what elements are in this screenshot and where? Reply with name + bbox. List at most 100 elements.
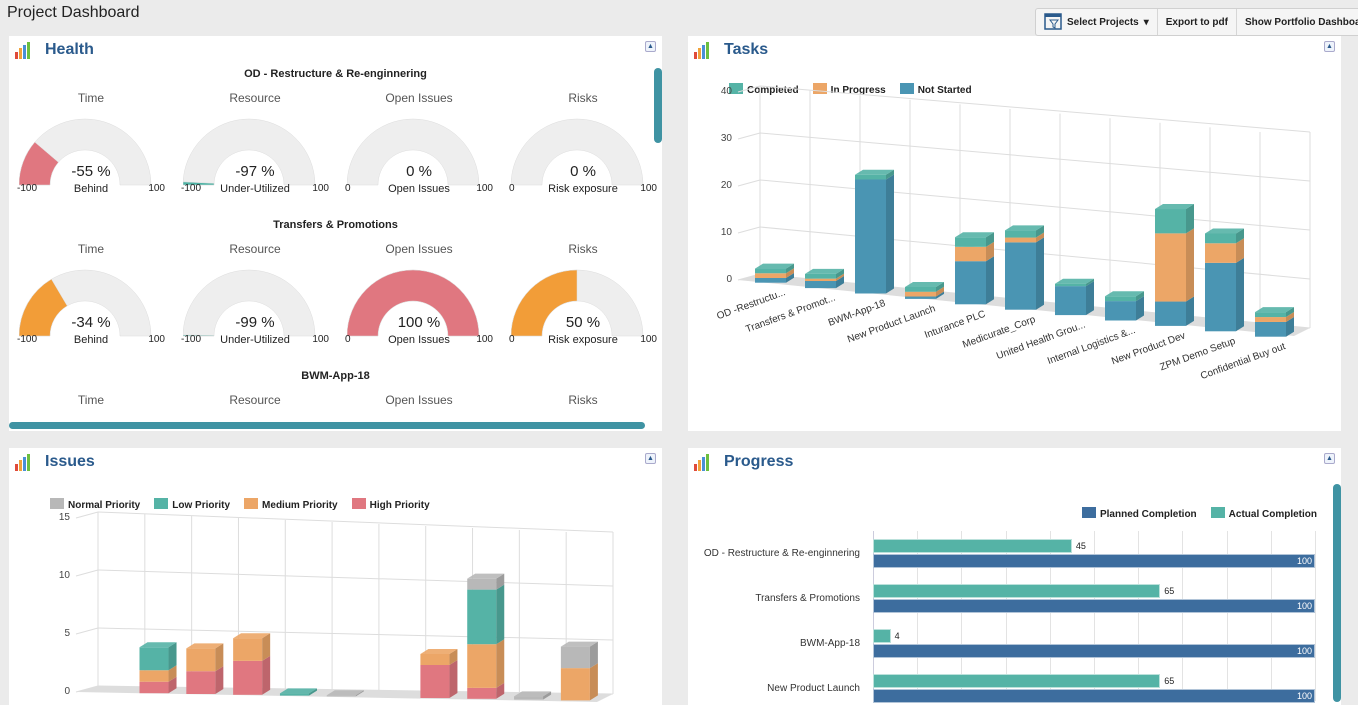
bar-segment[interactable] (1005, 242, 1036, 310)
bar-segment[interactable] (1005, 230, 1036, 238)
bar-segment[interactable] (905, 296, 936, 299)
select-projects-button[interactable]: Select Projects ▾ (1036, 9, 1158, 35)
tasks-panel: Tasks ▲ Completed In Progress Not Started … (688, 36, 1341, 431)
actual-bar[interactable] (873, 674, 1161, 688)
bar-segment[interactable] (467, 578, 497, 590)
bar-segment[interactable] (420, 665, 450, 698)
bar-segment[interactable] (420, 654, 450, 665)
bar-segment[interactable] (855, 174, 886, 180)
legend-item[interactable]: Normal Priority (50, 498, 140, 511)
gauge-min: 0 (509, 334, 515, 345)
planned-bar[interactable] (873, 599, 1315, 613)
bar-segment[interactable] (186, 648, 216, 672)
legend-label: Planned Completion (1099, 509, 1197, 520)
gauge-min: -100 (181, 183, 202, 194)
collapse-button[interactable]: ▲ (645, 41, 656, 52)
bar-segment[interactable] (560, 646, 590, 669)
bar-side (1136, 291, 1144, 302)
legend-item[interactable]: Low Priority (154, 498, 230, 511)
legend-item[interactable]: Completed (729, 83, 799, 96)
bar-segment[interactable] (233, 638, 263, 661)
bar-segment[interactable] (326, 695, 356, 697)
bar-segment[interactable] (467, 589, 497, 645)
bar-segment[interactable] (1005, 237, 1036, 243)
bar-segment[interactable] (139, 670, 169, 682)
bar-segment[interactable] (1105, 296, 1136, 302)
legend-item[interactable]: High Priority (351, 498, 430, 511)
horizontal-scrollbar[interactable] (9, 422, 645, 429)
actual-bar[interactable] (873, 584, 1161, 598)
bar-segment[interactable] (805, 273, 836, 279)
bar-segment[interactable] (139, 681, 169, 694)
gauge-caption: Behind (73, 334, 109, 346)
bar-segment[interactable] (855, 179, 886, 294)
bar-segment[interactable] (1205, 262, 1236, 332)
bar-side (496, 639, 505, 688)
bar-segment[interactable] (955, 246, 986, 262)
actual-bar[interactable] (873, 539, 1072, 553)
bar-segment[interactable] (755, 268, 786, 274)
bar-segment[interactable] (755, 273, 786, 278)
legend-swatch (899, 83, 914, 94)
legend-item[interactable]: Medium Priority (244, 498, 338, 511)
vertical-scrollbar[interactable] (1333, 484, 1341, 702)
bar-segment[interactable] (1155, 209, 1186, 234)
bar-segment[interactable] (805, 278, 836, 282)
bar-segment[interactable] (955, 237, 986, 247)
bar-segment[interactable] (955, 261, 986, 305)
bar-chart-icon (15, 454, 30, 471)
planned-bar[interactable] (873, 554, 1315, 568)
bar-segment[interactable] (1255, 312, 1286, 318)
collapse-button[interactable]: ▲ (645, 453, 656, 464)
planned-value: 100 (1297, 601, 1313, 611)
bar-segment[interactable] (279, 693, 309, 696)
bar-top (1105, 291, 1144, 297)
vertical-scrollbar[interactable] (654, 68, 662, 143)
bar-segment[interactable] (1205, 233, 1236, 244)
page-title: Project Dashboard (7, 4, 140, 21)
progress-panel: Progress ▲ Planned Completion Actual Comp… (688, 448, 1341, 705)
gauge-track (183, 269, 316, 337)
show-portfolio-dashboard-button[interactable]: Show Portfolio Dashboard (1244, 16, 1358, 28)
legend-item[interactable]: Not Started (899, 83, 972, 96)
bar-segment[interactable] (139, 647, 169, 671)
collapse-button[interactable]: ▲ (1324, 453, 1335, 464)
bar-side (1186, 204, 1194, 234)
bar-segment[interactable] (560, 668, 590, 701)
bar-segment[interactable] (1205, 243, 1236, 263)
bar-segment[interactable] (1105, 301, 1136, 321)
bar-segment[interactable] (1255, 317, 1286, 322)
bar-segment[interactable] (514, 696, 544, 700)
progress-chart: OD - Restructure & Re-enginnering 45 100 Tr… (688, 448, 1328, 705)
legend-item[interactable]: In Progress (812, 83, 886, 96)
collapse-button[interactable]: ▲ (1324, 41, 1335, 52)
bar-segment[interactable] (1055, 283, 1086, 287)
actual-bar[interactable] (873, 629, 891, 643)
progress-row: BWM-App-18 4 100 (688, 626, 1328, 658)
bar-segment[interactable] (1155, 233, 1186, 302)
legend-item[interactable]: Planned Completion (1081, 507, 1197, 520)
bar-segment[interactable] (1055, 286, 1086, 316)
legend-item[interactable]: Actual Completion (1210, 507, 1317, 520)
bar-segment[interactable] (805, 281, 836, 289)
gauge-track (347, 118, 480, 186)
planned-bar[interactable] (873, 644, 1315, 658)
bar-segment[interactable] (233, 660, 263, 695)
bar-segment[interactable] (755, 277, 786, 283)
export-pdf-button[interactable]: Export to pdf (1158, 9, 1237, 35)
bar-side (936, 281, 944, 292)
bar-segment[interactable] (1155, 301, 1186, 326)
gauge-label: Risks (568, 393, 598, 407)
bar-segment[interactable] (467, 687, 497, 699)
planned-bar[interactable] (873, 689, 1315, 703)
bar-chart-icon (15, 42, 30, 59)
bar-top (233, 633, 271, 639)
gauge-min: 0 (509, 183, 515, 194)
bar-segment[interactable] (186, 671, 216, 694)
bar-top (905, 281, 944, 287)
bar-segment[interactable] (905, 286, 936, 292)
bar-segment[interactable] (1255, 321, 1286, 337)
bar-segment[interactable] (467, 644, 497, 688)
bar-segment[interactable] (905, 291, 936, 297)
